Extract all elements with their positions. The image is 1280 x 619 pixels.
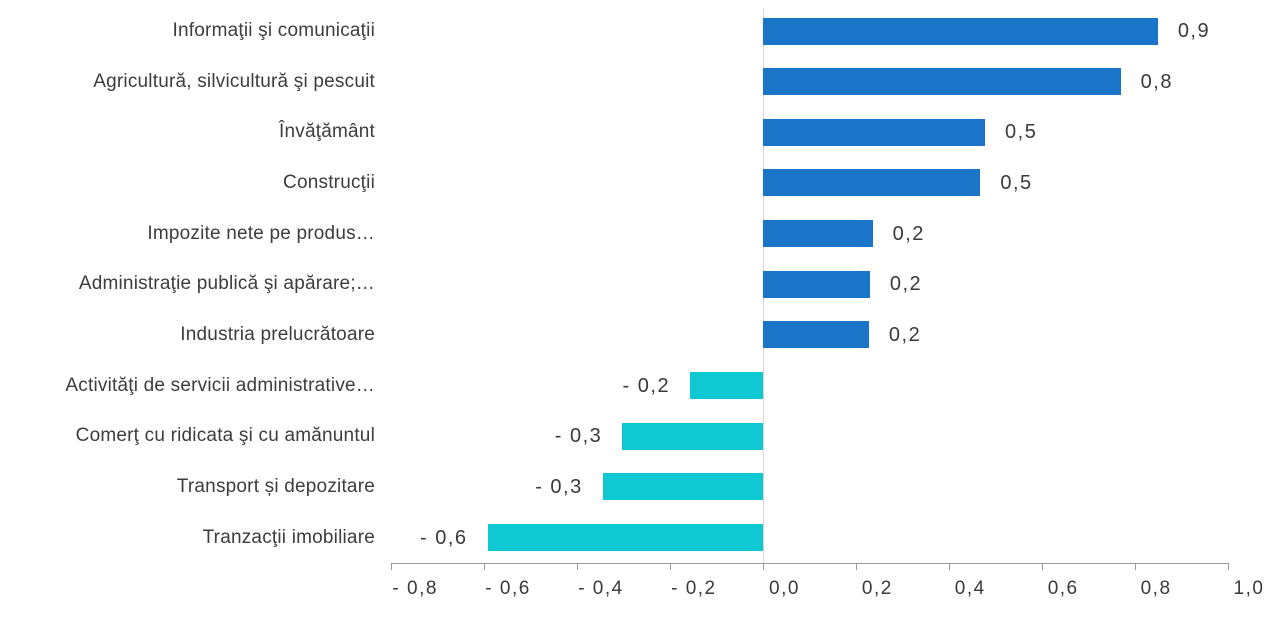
bar <box>763 68 1121 96</box>
x-tick <box>391 563 393 570</box>
x-tick-label: - 0,6 <box>485 578 531 599</box>
category-label: Tranzacţii imobiliare <box>202 526 375 548</box>
category-label: Agricultură, silvicultură şi pescuit <box>93 70 375 92</box>
bar <box>763 118 986 146</box>
category-label: Construcţii <box>283 171 375 193</box>
bar <box>763 220 873 248</box>
category-label: Comerţ cu ridicata şi cu amănuntul <box>75 425 375 447</box>
category-label: Transport și depozitare <box>176 475 375 497</box>
x-tick <box>1041 563 1043 570</box>
x-tick-label: - 0,4 <box>578 578 624 599</box>
x-axis-line <box>391 563 1229 564</box>
category-label: Impozite nete pe produs… <box>147 222 375 244</box>
bar <box>690 372 763 400</box>
value-label: - 0,6 <box>420 526 468 549</box>
category-label: Administraţie publică şi apărare;… <box>78 273 375 295</box>
x-tick <box>948 563 950 570</box>
bar <box>622 422 763 450</box>
category-label: Învăţământ <box>279 121 375 143</box>
x-tick-label: 0,4 <box>954 578 986 599</box>
bar <box>763 270 870 298</box>
x-tick-label: 0,0 <box>769 578 800 599</box>
x-tick-label: 0,6 <box>1047 578 1079 599</box>
category-label: Informaţii şi comunicaţii <box>172 20 375 41</box>
x-tick <box>1227 563 1229 570</box>
value-label: 0,5 <box>1000 171 1033 194</box>
x-tick-label: 0,8 <box>1140 578 1172 599</box>
x-tick <box>577 563 579 570</box>
value-label: - 0,2 <box>622 374 671 397</box>
bar <box>763 321 869 349</box>
x-tick-label: - 0,8 <box>392 578 438 599</box>
x-tick <box>484 563 486 570</box>
x-tick-label: 0,2 <box>861 578 893 599</box>
bar <box>763 17 1158 45</box>
bar <box>487 524 763 551</box>
value-label: 0,8 <box>1140 70 1173 93</box>
x-tick-label: 1,0 <box>1233 578 1265 599</box>
value-label: 0,2 <box>892 222 925 245</box>
bar <box>763 169 981 197</box>
value-label: 0,2 <box>889 273 923 296</box>
x-tick <box>855 563 857 570</box>
x-tick-label: - 0,2 <box>671 578 717 599</box>
value-label: - 0,3 <box>554 425 603 448</box>
x-tick <box>670 563 672 570</box>
value-label: 0,5 <box>1005 121 1038 144</box>
x-tick <box>763 563 764 570</box>
x-tick <box>1134 563 1136 570</box>
value-label: 0,9 <box>1177 20 1211 42</box>
category-label: Activităţi de servicii administrative… <box>65 374 375 396</box>
value-label: - 0,3 <box>535 475 583 498</box>
value-label: 0,2 <box>888 323 922 346</box>
category-label: Industria prelucrătoare <box>180 323 375 345</box>
bar <box>602 473 763 501</box>
